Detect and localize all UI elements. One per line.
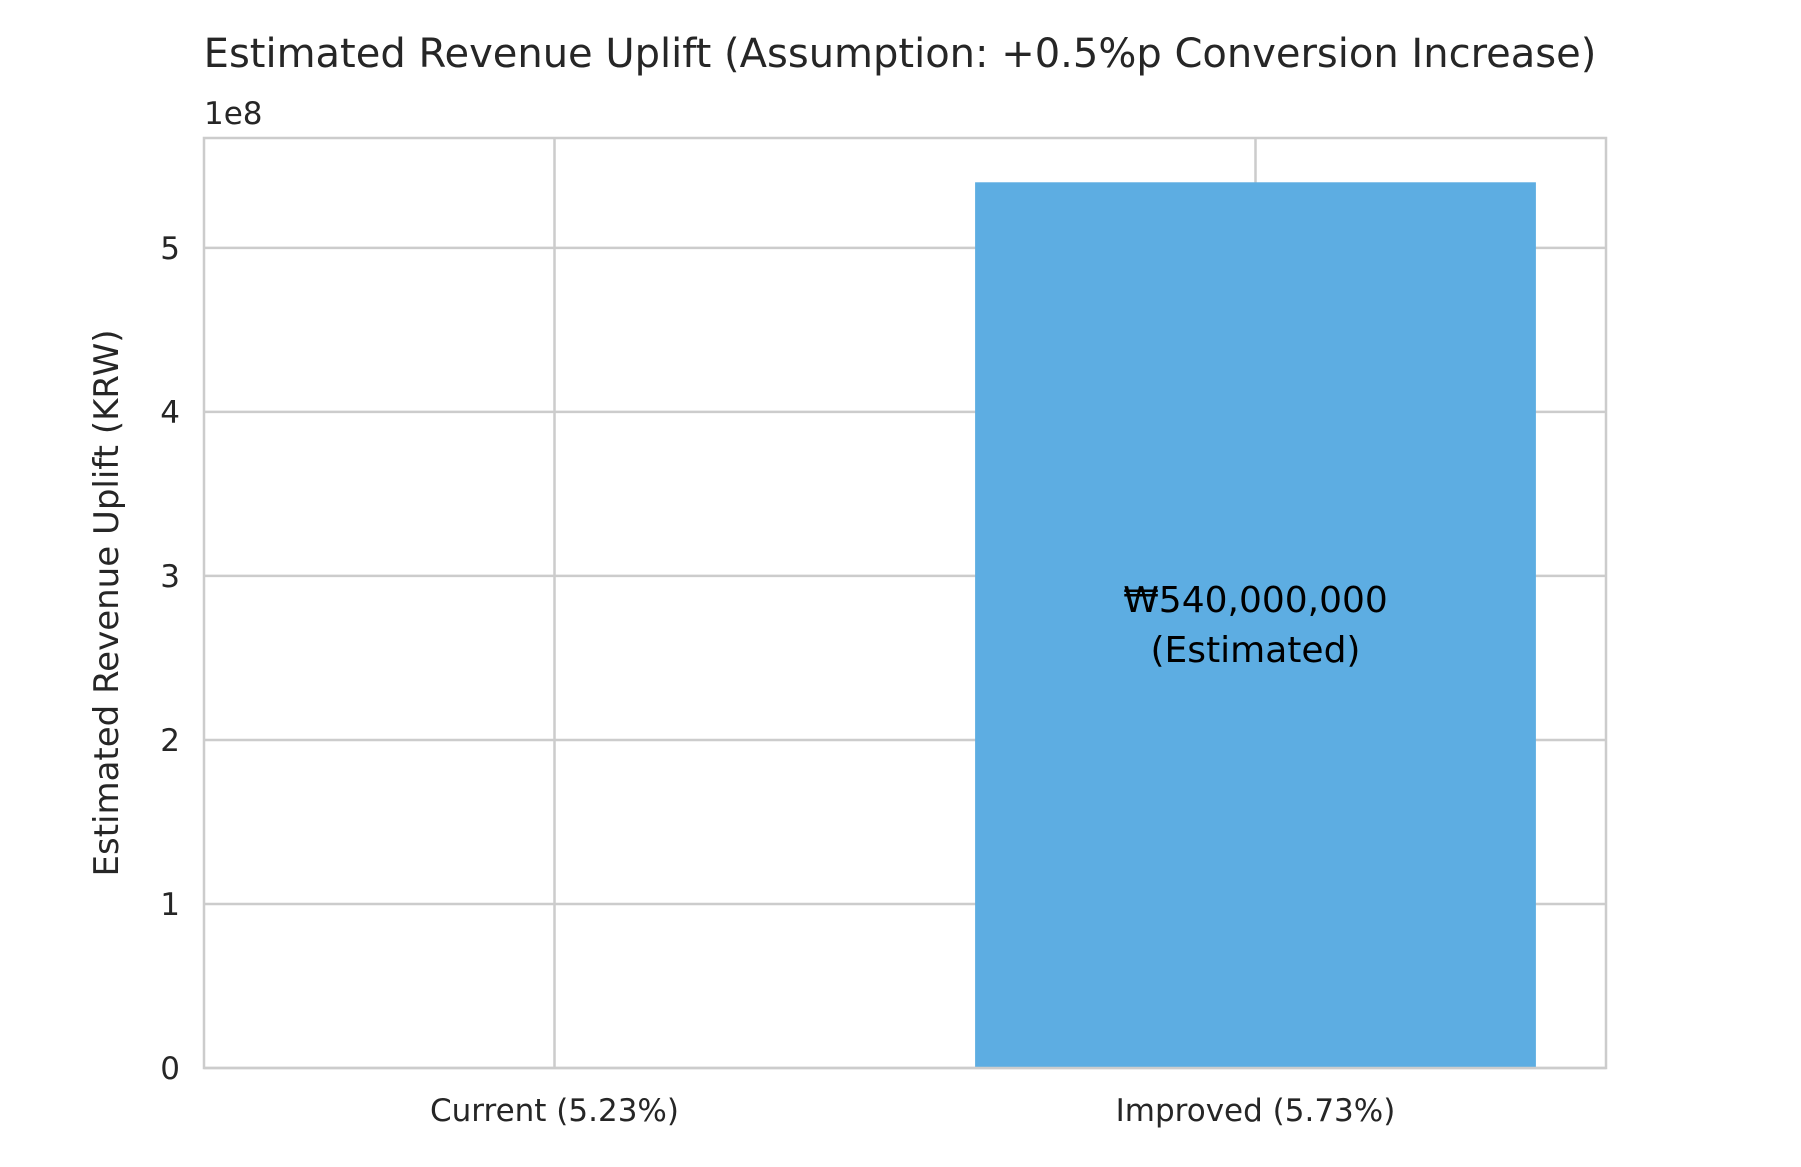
y-tick-label: 1 xyxy=(160,887,180,923)
bar-data-label: ₩540,000,000 (Estimated) xyxy=(1123,580,1388,671)
bar xyxy=(975,182,1536,1069)
y-axis-label: Estimated Revenue Uplift (KRW) xyxy=(87,329,127,876)
plot-frame xyxy=(202,136,1608,1070)
x-tick-label: Current (5.23%) xyxy=(430,1093,679,1129)
y-offset-label: 1e8 xyxy=(204,96,263,132)
y-tick-label: 4 xyxy=(160,395,180,431)
y-tick-label: 3 xyxy=(160,559,180,595)
y-tick-label: 0 xyxy=(160,1051,180,1087)
chart-title: Estimated Revenue Uplift (Assumption: +0… xyxy=(204,31,1597,77)
bar-layer xyxy=(975,182,1536,1069)
y-tick-label: 2 xyxy=(160,723,180,759)
x-tick-label: Improved (5.73%) xyxy=(1116,1093,1396,1129)
label-layer: 0 1 2 3 4 5 Current (5.23%) Improved (5.73%) ₩54… xyxy=(160,231,1395,1129)
y-tick-label: 5 xyxy=(160,231,180,267)
